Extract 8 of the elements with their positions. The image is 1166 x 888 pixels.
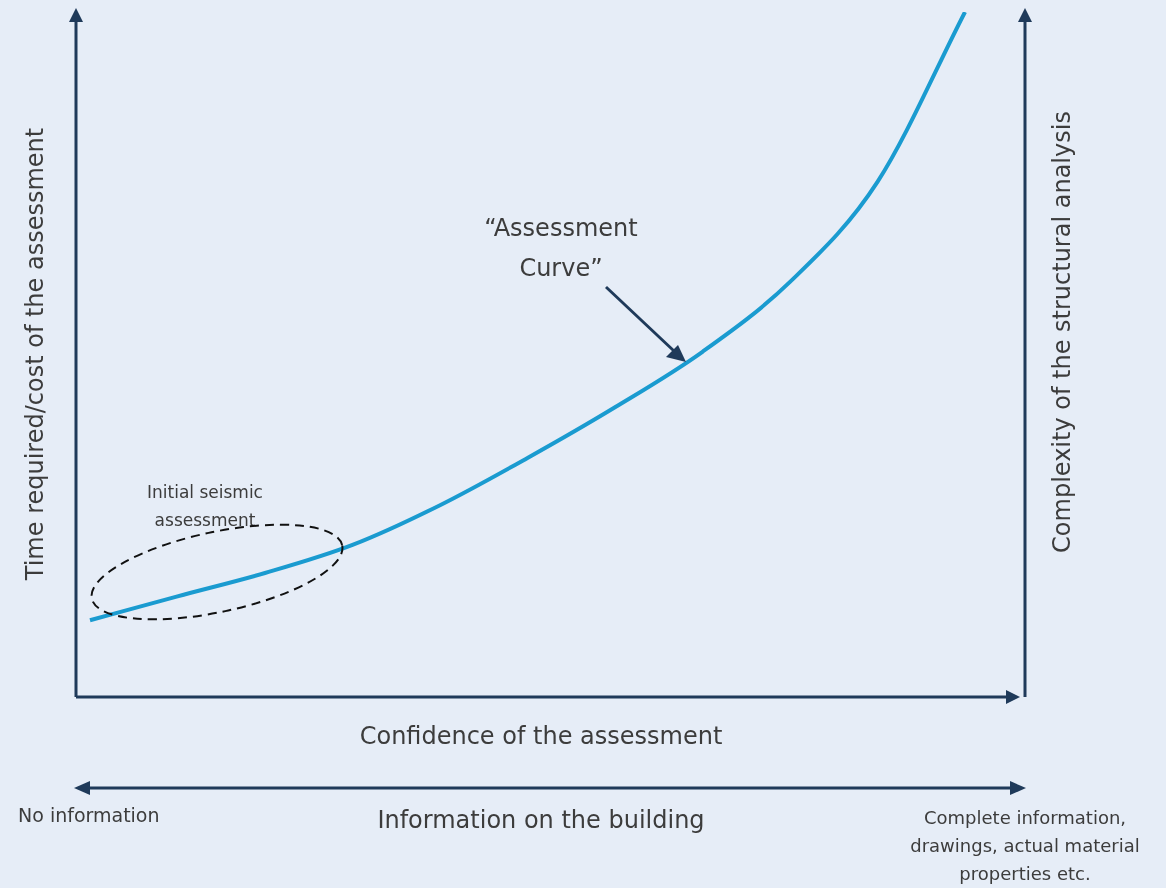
annotation: “Assessment Curve” <box>483 213 639 284</box>
text: Information on the building <box>376 806 706 834</box>
annotation: Initial seismic assessment <box>146 481 264 532</box>
x-axis-title: Confidence of the assessment <box>358 722 724 750</box>
y-axis-title: Time required/cost of the assessment <box>21 126 49 583</box>
text: Complete information, drawings, actual material properties etc. <box>909 806 1141 886</box>
text: No information <box>18 804 161 826</box>
y2-axis-title: Complexity of the structural analysis <box>1048 110 1076 555</box>
